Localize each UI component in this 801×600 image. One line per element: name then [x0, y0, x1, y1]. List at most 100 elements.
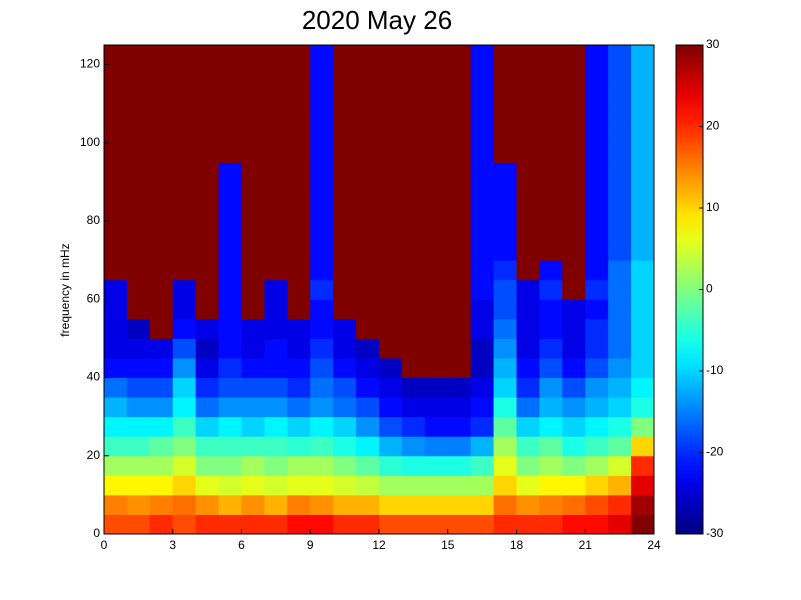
heat-cell [149, 494, 174, 515]
heat-cell [104, 299, 128, 320]
heat-cell [447, 279, 472, 300]
heat-cell [195, 299, 220, 320]
heat-cell [379, 357, 403, 379]
heat-cell [585, 299, 609, 320]
heat-cell [585, 103, 609, 124]
heat-cell [356, 436, 380, 457]
heat-cell [126, 84, 151, 105]
heat-cell [241, 260, 265, 281]
heat-cell [218, 494, 242, 515]
heat-cell [401, 299, 426, 320]
heat-cell [493, 240, 517, 261]
heat-cell [310, 123, 334, 144]
heat-cell [149, 279, 174, 300]
y-tick-label: 100 [80, 135, 100, 149]
heat-cell [356, 45, 380, 66]
y-tick-label: 0 [93, 526, 100, 540]
heat-cell [539, 64, 563, 85]
heat-cell [310, 377, 334, 398]
colorbar-tick-label: 20 [706, 119, 720, 133]
heat-cell [287, 514, 311, 535]
heat-cell [608, 240, 632, 261]
heat-cell [333, 221, 357, 242]
heat-cell [241, 299, 265, 320]
heat-cell [424, 123, 449, 144]
heat-cell [539, 318, 563, 339]
heat-cell [126, 64, 151, 85]
heat-cell [516, 494, 540, 515]
y-tick-label: 40 [87, 370, 101, 384]
heat-cell [493, 45, 517, 66]
heat-cell [264, 279, 288, 300]
heat-cell [447, 103, 472, 124]
heat-cell [241, 377, 265, 398]
heat-cell [241, 201, 265, 222]
heat-cell [172, 64, 197, 85]
heat-cell [195, 64, 220, 85]
heat-cell [195, 201, 220, 222]
heat-cell [493, 338, 517, 359]
heat-cell [172, 514, 197, 535]
heat-cell [310, 103, 334, 124]
heat-cell [379, 123, 403, 144]
y-tick-label: 80 [87, 213, 101, 227]
heat-cell [608, 299, 632, 320]
heat-cell [424, 240, 449, 261]
heat-cell [539, 416, 563, 437]
heat-cell [608, 201, 632, 222]
heat-cell [104, 64, 128, 85]
heat-cell [493, 201, 517, 222]
heat-cell [585, 357, 609, 379]
heat-cell [401, 514, 426, 535]
heat-cell [172, 377, 197, 398]
heat-cell [539, 377, 563, 398]
heat-cell [608, 514, 632, 535]
heat-cell [401, 436, 426, 457]
heat-cell [424, 45, 449, 66]
heat-cell [631, 201, 655, 222]
heat-cell [401, 377, 426, 398]
heat-cell [539, 357, 563, 379]
heat-cell [379, 514, 403, 535]
heat-cell [424, 475, 449, 496]
heat-cell [241, 455, 265, 476]
heat-cell [539, 455, 563, 476]
heat-cell [356, 514, 380, 535]
heat-cell [424, 299, 449, 320]
heat-cell [149, 514, 174, 535]
heat-cell [356, 279, 380, 300]
heat-cell [539, 221, 563, 242]
heat-cell [287, 494, 311, 515]
heat-cell [264, 318, 288, 339]
heat-cell [608, 475, 632, 496]
heat-cell [493, 377, 517, 398]
heat-cell [195, 514, 220, 535]
heat-cell [241, 416, 265, 437]
heat-cell [539, 240, 563, 261]
heat-cell [424, 279, 449, 300]
heat-cell [287, 475, 311, 496]
heat-cell [516, 299, 540, 320]
heat-cell [104, 357, 128, 379]
heat-cell [104, 377, 128, 398]
heat-cell [149, 64, 174, 85]
heat-cell [264, 64, 288, 85]
heat-cell [241, 475, 265, 496]
heat-cell [333, 397, 357, 418]
heat-cell [424, 436, 449, 457]
heat-cell [608, 397, 632, 418]
heat-cell [447, 377, 472, 398]
heat-cell [126, 181, 151, 202]
heat-cell [447, 201, 472, 222]
heat-cell [631, 279, 655, 300]
heat-cell [493, 455, 517, 476]
heat-cell [539, 181, 563, 202]
heat-cell [608, 338, 632, 359]
heat-cell [379, 201, 403, 222]
heat-cell [172, 318, 197, 339]
heat-cell [379, 338, 403, 359]
heat-cell [264, 103, 288, 124]
heat-cell [287, 436, 311, 457]
heat-cell [104, 84, 128, 105]
heat-cell [447, 181, 472, 202]
